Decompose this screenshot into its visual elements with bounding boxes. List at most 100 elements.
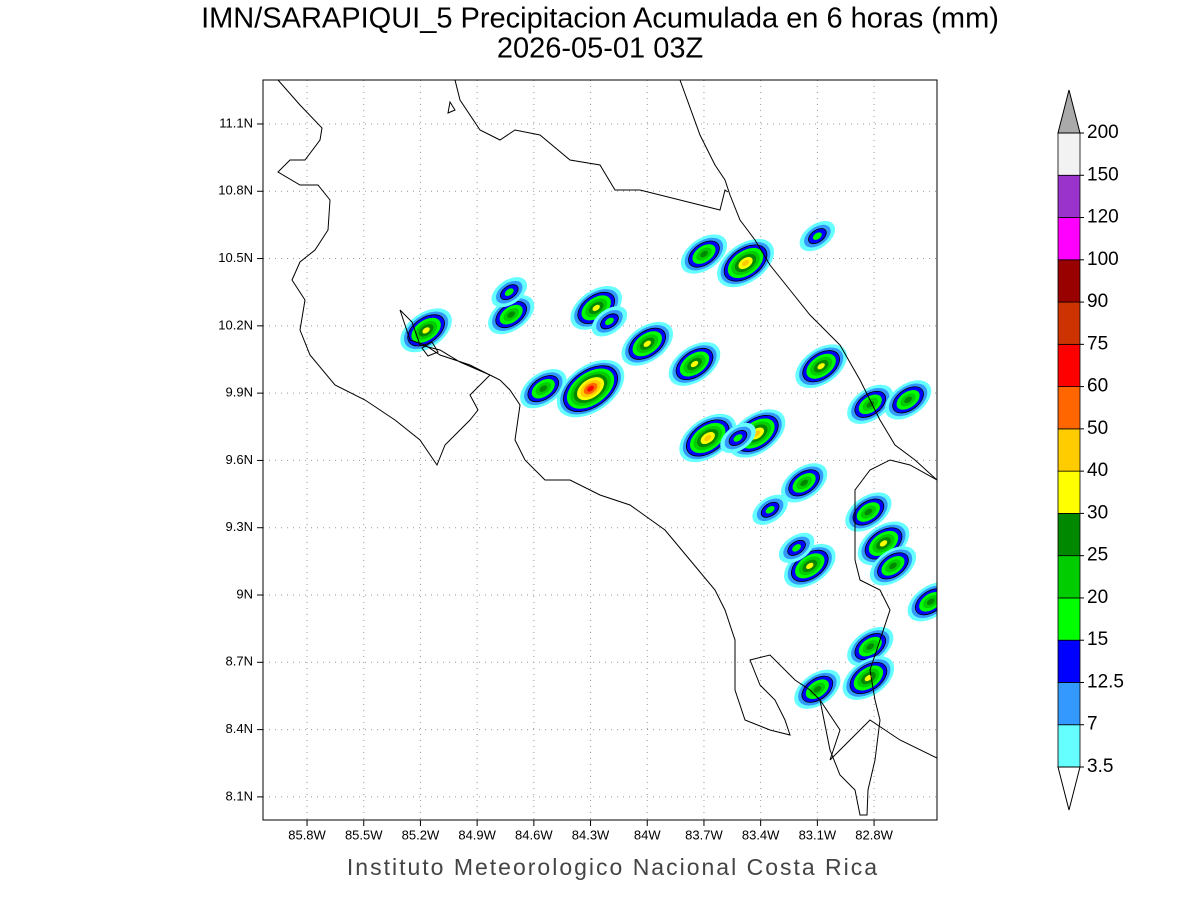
precip-contour <box>592 304 600 312</box>
precip-cell <box>488 294 535 335</box>
precip-contour <box>733 434 743 442</box>
precip-cell <box>907 582 937 622</box>
map-subtitle: 2026-05-01 03Z <box>497 33 703 65</box>
colorbar-label: 100 <box>1087 249 1119 270</box>
precip-cell <box>847 626 894 667</box>
colorbar-swatch <box>1057 724 1081 768</box>
y-tick-label: 10.8N <box>218 183 253 198</box>
colorbar-under <box>1057 766 1081 811</box>
precip-cell <box>778 532 815 564</box>
x-tick-label: 85.2W <box>402 827 440 842</box>
precip-cell <box>400 308 452 353</box>
colorbar-swatch <box>1057 217 1081 261</box>
grid: 85.8W 85.5W 85.2W 84.9W 84.6W 84.3W 84W 83.7W 83… <box>218 80 937 842</box>
colorbar-label: 150 <box>1087 164 1119 185</box>
precip-contour <box>704 434 712 442</box>
precip-contour <box>813 685 822 693</box>
x-tick-label: 85.8W <box>288 827 326 842</box>
y-tick-label: 9.6N <box>226 452 253 467</box>
colorbar-swatch <box>1057 174 1081 218</box>
colorbar-label: 50 <box>1087 418 1108 439</box>
precip-cell <box>884 380 932 420</box>
colorbar: 3.5 7 12.5 15 20 25 30 40 50 60 75 90 100 120 150 200 <box>1057 89 1124 811</box>
colorbar-label: 25 <box>1087 545 1108 566</box>
precip-cell <box>781 463 828 503</box>
precip-contour <box>904 396 912 404</box>
x-tick-label: 85.5W <box>345 827 383 842</box>
x-tick-label: 84.6W <box>515 827 553 842</box>
precip-cell <box>720 422 756 454</box>
x-tick-label: 83.7W <box>685 827 723 842</box>
precip-cell <box>794 669 841 709</box>
coastline <box>819 699 937 761</box>
x-tick-label: 84.3W <box>572 827 610 842</box>
precip-contour <box>605 317 614 326</box>
coastlines <box>277 80 937 816</box>
precip-contour <box>800 479 808 487</box>
x-tick-label: 83.4W <box>742 827 780 842</box>
colorbar-label: 15 <box>1087 629 1108 650</box>
precip-contour <box>690 360 699 368</box>
precip-cell <box>679 413 737 463</box>
precip-contour <box>765 506 775 514</box>
colorbar-label: 120 <box>1087 207 1119 228</box>
colorbar-swatch <box>1057 301 1081 345</box>
precip-cell <box>717 238 774 288</box>
y-tick-label: 9N <box>236 586 253 601</box>
y-tick-label: 8.1N <box>226 788 253 803</box>
colorbar-label: 60 <box>1087 376 1108 397</box>
precip-field <box>400 221 937 709</box>
precip-contour <box>507 311 516 318</box>
map-frame <box>262 79 938 821</box>
colorbar-label: 90 <box>1087 291 1108 312</box>
precip-cell <box>520 369 567 409</box>
precip-cell <box>752 494 788 525</box>
precip-contour <box>539 385 548 392</box>
precip-contour <box>806 562 814 569</box>
precip-contour <box>643 340 651 347</box>
colorbar-swatch <box>1057 386 1081 430</box>
x-tick-label: 82.8W <box>855 827 893 842</box>
precip-contour <box>864 674 873 682</box>
colorbar-swatch <box>1057 343 1081 388</box>
colorbar-swatch <box>1057 259 1081 303</box>
colorbar-swatch <box>1057 682 1081 726</box>
colorbar-label: 7 <box>1087 714 1098 735</box>
colorbar-label: 200 <box>1087 122 1119 143</box>
precip-contour <box>879 540 888 547</box>
precip-cell <box>845 492 892 532</box>
y-tick-label: 10.2N <box>218 317 253 332</box>
precip-cell <box>680 234 728 274</box>
y-tick-label: 10.5N <box>218 250 253 265</box>
precip-contour <box>864 508 873 516</box>
precip-contour <box>866 401 875 408</box>
precip-contour <box>587 385 594 392</box>
colorbar-swatch <box>1057 597 1081 641</box>
colorbar-swatch <box>1057 470 1081 514</box>
colorbar-label: 3.5 <box>1087 756 1113 777</box>
precip-contour <box>817 363 825 370</box>
precip-cell <box>795 344 847 389</box>
colorbar-swatch <box>1057 639 1081 683</box>
precip-cell <box>491 277 528 308</box>
colorbar-label: 30 <box>1087 502 1108 523</box>
precip-cell <box>847 384 894 424</box>
precip-cell <box>668 342 721 386</box>
colorbar-over <box>1057 89 1081 134</box>
coastline <box>421 341 439 357</box>
y-tick-label: 8.4N <box>226 721 253 736</box>
precip-contour <box>889 562 897 570</box>
y-tick-label: 9.9N <box>226 385 253 400</box>
colorbar-swatch <box>1057 132 1081 176</box>
x-tick-label: 84.9W <box>458 827 496 842</box>
coastline <box>679 80 937 481</box>
precip-contour <box>926 598 935 606</box>
colorbar-label: 40 <box>1087 460 1108 481</box>
y-tick-label: 8.7N <box>226 654 253 669</box>
precip-contour <box>866 643 875 650</box>
colorbar-swatch <box>1057 428 1081 472</box>
coastline <box>277 80 937 816</box>
x-tick-label: 83.1W <box>799 827 837 842</box>
